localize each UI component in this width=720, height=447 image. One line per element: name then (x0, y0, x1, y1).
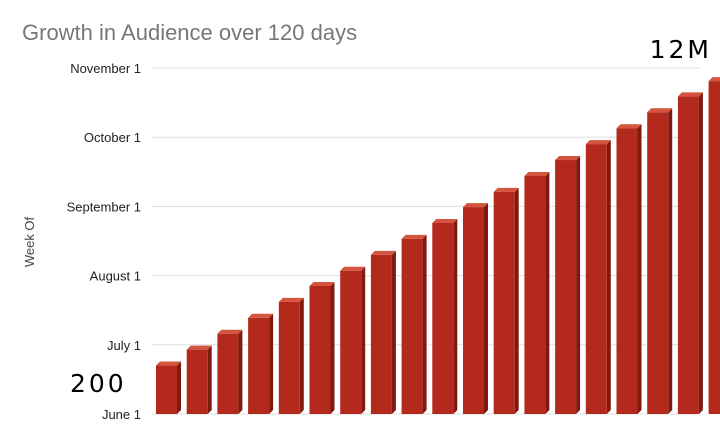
bar-top (309, 281, 335, 286)
bar-side (453, 219, 458, 414)
bar-side (207, 345, 212, 414)
bar (186, 345, 212, 414)
bar-front (156, 365, 177, 414)
bar-side (698, 92, 703, 414)
y-axis-label: Week Of (22, 216, 37, 267)
bar-side (330, 281, 335, 414)
y-tick-label: September 1 (67, 199, 141, 214)
bar (493, 187, 519, 414)
bar-side (484, 203, 488, 414)
bar-top (278, 297, 304, 302)
bar-side (391, 250, 396, 414)
bar-front (309, 285, 331, 414)
bar-front (432, 223, 454, 414)
bar (708, 77, 720, 414)
bar-side (668, 108, 673, 415)
bar-side (238, 329, 243, 414)
bar (217, 329, 243, 414)
bar-top (217, 329, 243, 334)
bar-top (647, 108, 673, 113)
y-tick-label: November 1 (70, 61, 141, 76)
bar-top (524, 171, 550, 176)
bar (585, 140, 611, 414)
y-tick-label: July 1 (107, 338, 141, 353)
bar (278, 297, 304, 414)
bar-front (340, 270, 362, 414)
bar (309, 281, 335, 414)
bar-side (177, 361, 181, 414)
bar (463, 203, 488, 414)
bar (647, 108, 673, 415)
bar-top (555, 156, 581, 161)
bar-top (156, 361, 181, 366)
bar (524, 171, 550, 414)
start-annotation: 200 (70, 369, 127, 398)
bar (156, 361, 181, 414)
bar (340, 266, 366, 414)
bar (677, 92, 703, 414)
bar-front (555, 160, 577, 414)
bar (370, 250, 396, 414)
bar-side (422, 234, 427, 414)
y-tick-label: October 1 (84, 130, 141, 145)
bar-front (677, 96, 699, 414)
bar-top (340, 266, 366, 271)
bar-top (401, 234, 427, 239)
bar-top (616, 124, 642, 129)
bar-front (186, 349, 208, 414)
bar-front (708, 81, 720, 414)
bar-side (637, 124, 642, 414)
bar-top (432, 219, 458, 224)
bar-front (217, 333, 239, 414)
bar-front (401, 238, 423, 414)
bar-top (493, 187, 519, 192)
bar-side (299, 297, 304, 414)
end-annotation: 12M (650, 35, 712, 64)
bar-side (269, 313, 274, 414)
bar-top (585, 140, 611, 145)
bar-top (370, 250, 396, 255)
bar (555, 156, 581, 414)
bar-top (708, 77, 720, 82)
bar-front (647, 112, 669, 415)
y-axis-ticks: June 1 July 1 August 1 September 1 October 1… (67, 61, 141, 422)
bar-side (361, 266, 366, 414)
y-tick-label: August 1 (90, 269, 141, 284)
bar-front (616, 128, 638, 415)
bar-top (463, 203, 488, 208)
bar-front (278, 301, 300, 414)
bar (432, 219, 458, 414)
bar-top (186, 345, 212, 350)
bar-side (545, 171, 550, 414)
bar-side (514, 187, 519, 414)
bar-front (585, 144, 607, 414)
bar-front (463, 207, 484, 414)
bar (248, 313, 274, 414)
y-tick-label: June 1 (102, 407, 141, 422)
bar-front (248, 317, 270, 414)
bar-front (524, 175, 546, 414)
bar-top (677, 92, 703, 97)
bar-top (248, 313, 274, 318)
bar-side (606, 140, 611, 414)
bar-front (370, 254, 392, 414)
bar (401, 234, 427, 414)
chart-title: Growth in Audience over 120 days (22, 20, 357, 45)
bar-front (493, 191, 515, 414)
bar-side (576, 156, 581, 414)
bar (616, 124, 642, 415)
bars (156, 77, 720, 415)
